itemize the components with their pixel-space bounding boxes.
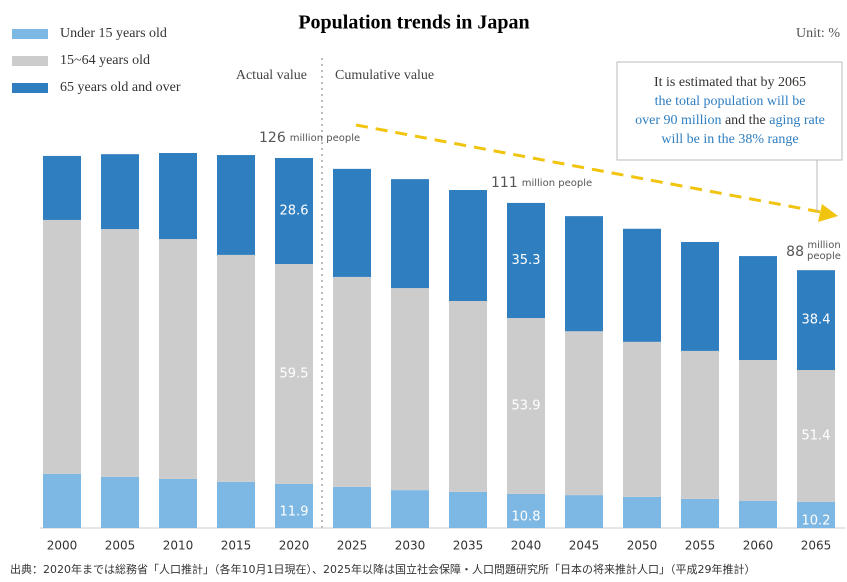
bar-segment xyxy=(101,476,139,528)
percent-label: 59.5 xyxy=(280,366,309,381)
bar-segment xyxy=(739,500,777,528)
legend-swatch xyxy=(12,83,48,93)
callout-segment: the total population will be xyxy=(655,94,806,109)
bar-segment xyxy=(391,288,429,491)
bar-segment xyxy=(275,483,313,528)
x-tick-label: 2040 xyxy=(511,539,542,553)
total-label: 88 xyxy=(786,244,804,260)
bar-segment xyxy=(217,481,255,528)
total-label: 111 million people xyxy=(491,175,592,191)
callout-segment: will be in the 38% range xyxy=(661,132,798,147)
bar-segment xyxy=(507,493,545,528)
callout-text: It is estimated that by 2065 xyxy=(654,75,806,90)
total-unit-word: people xyxy=(807,251,841,262)
unit-note: Unit: % xyxy=(796,26,840,41)
bar-segment xyxy=(391,490,429,528)
bar-segment xyxy=(623,496,661,528)
period-label: Cumulative value xyxy=(335,68,434,83)
chart-title: Population trends in Japan xyxy=(298,12,529,34)
trend-arrow-head xyxy=(818,204,838,222)
x-tick-label: 2055 xyxy=(685,539,716,553)
bar-segment xyxy=(159,239,197,479)
callout-text: over 90 million and the aging rate xyxy=(635,113,825,128)
bar-segment xyxy=(101,154,139,230)
x-tick-label: 2030 xyxy=(395,539,426,553)
total-unit: million people xyxy=(522,178,592,189)
callout-box xyxy=(616,61,843,161)
x-tick-label: 2045 xyxy=(569,539,600,553)
bar-segment xyxy=(217,254,255,482)
x-tick-label: 2050 xyxy=(627,539,658,553)
bar-segment xyxy=(333,486,371,528)
bar-segment xyxy=(159,478,197,528)
callout-text: will be in the 38% range xyxy=(661,132,798,147)
bar-segment xyxy=(217,155,255,255)
bar-segment xyxy=(333,168,371,277)
bar-segment xyxy=(739,360,777,501)
total-unit-word: million xyxy=(807,240,840,251)
legend-label: 65 years old and over xyxy=(60,80,181,95)
bar-segment xyxy=(43,155,81,220)
percent-label: 51.4 xyxy=(802,428,831,443)
bar-segment xyxy=(681,350,719,499)
bar-segment xyxy=(797,270,835,371)
total-value: 111 xyxy=(491,175,518,191)
bar-segment xyxy=(565,216,603,332)
x-tick-label: 2010 xyxy=(163,539,194,553)
bar-segment xyxy=(43,473,81,528)
bar-segment xyxy=(507,202,545,319)
bar-segment xyxy=(449,190,487,302)
bar-segment xyxy=(565,495,603,528)
x-tick-label: 2000 xyxy=(47,539,78,553)
bar-segment xyxy=(333,276,371,487)
callout-segment: aging rate xyxy=(769,113,825,128)
x-tick-label: 2065 xyxy=(801,539,832,553)
percent-label: 38.4 xyxy=(802,313,831,328)
bar-segment xyxy=(159,153,197,240)
bar-segment xyxy=(507,318,545,494)
bar-segment xyxy=(449,301,487,492)
x-tick-label: 2005 xyxy=(105,539,136,553)
bar-segment xyxy=(623,341,661,497)
callout-text: the total population will be xyxy=(655,94,806,109)
percent-label: 11.9 xyxy=(280,504,309,519)
x-tick-label: 2015 xyxy=(221,539,252,553)
x-tick-label: 2060 xyxy=(743,539,774,553)
x-tick-label: 2025 xyxy=(337,539,368,553)
total-unit: million people xyxy=(807,240,841,262)
percent-label: 10.8 xyxy=(512,509,541,524)
bar-segment xyxy=(275,264,313,484)
bar-segment xyxy=(681,498,719,528)
bar-segment xyxy=(797,501,835,528)
legend-label: 15~64 years old xyxy=(60,53,150,68)
period-label: Actual value xyxy=(236,68,307,83)
bar-segment xyxy=(43,219,81,474)
total-label: 126 million people xyxy=(259,130,360,146)
percent-label: 35.3 xyxy=(512,253,541,268)
bar-segment xyxy=(797,370,835,502)
total-unit: million people xyxy=(290,133,360,144)
callout-segment: It is estimated that by 2065 xyxy=(654,75,806,90)
legend-label: Under 15 years old xyxy=(60,26,167,41)
bar-segment xyxy=(565,331,603,496)
total-value: 126 xyxy=(259,130,286,146)
bar-segment xyxy=(739,256,777,361)
callout-segment: over 90 million xyxy=(635,113,721,128)
bar-segment xyxy=(101,229,139,477)
bar-segment xyxy=(275,157,313,265)
legend-swatch xyxy=(12,56,48,66)
legend-swatch xyxy=(12,29,48,39)
bar-segment xyxy=(449,491,487,528)
bar-segment xyxy=(391,179,429,289)
bar-segment xyxy=(681,241,719,351)
callout-segment: and the xyxy=(721,113,769,128)
x-tick-label: 2035 xyxy=(453,539,484,553)
bar-segment xyxy=(623,228,661,342)
percent-label: 28.6 xyxy=(280,203,309,218)
percent-label: 10.2 xyxy=(802,513,831,528)
percent-label: 53.9 xyxy=(512,398,541,413)
source-note: 出典：2020年までは総務省「人口推計」（各年10月1日現在）、2025年以降は… xyxy=(10,562,755,576)
x-tick-label: 2020 xyxy=(279,539,310,553)
